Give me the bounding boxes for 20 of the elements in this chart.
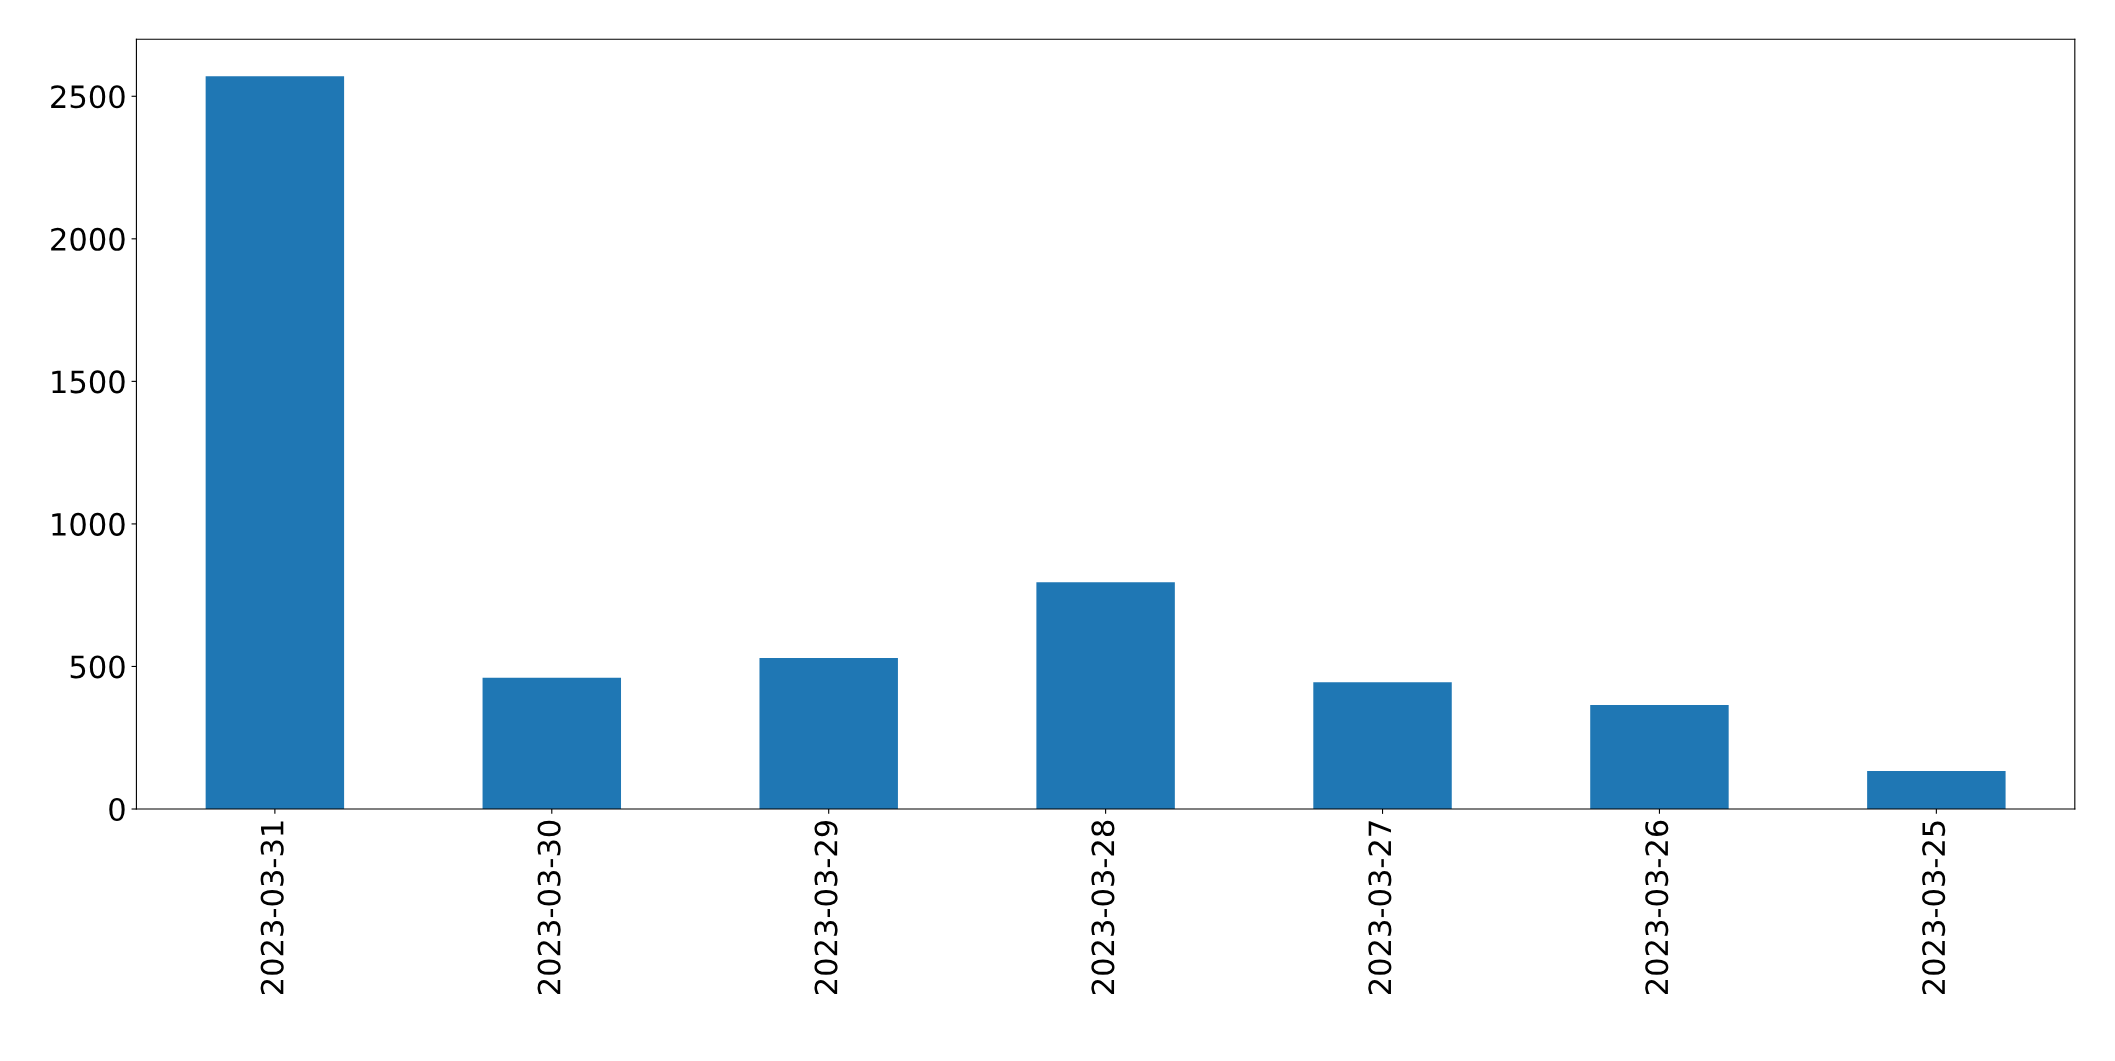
x-tick-label: 2023-03-31 — [260, 821, 284, 995]
bar — [1313, 682, 1452, 810]
bar — [482, 677, 622, 810]
x-tick-label: 2023-03-27 — [1368, 821, 1392, 995]
x-tick-label: 2023-03-25 — [1922, 821, 1946, 995]
y-tick-label: 500 — [70, 655, 125, 679]
x-tick-label: 2023-03-30 — [537, 820, 561, 995]
bar — [759, 657, 898, 810]
x-tick-label: 2023-03-29 — [814, 820, 838, 995]
bar — [1590, 704, 1729, 810]
x-tick-label: 2023-03-28 — [1091, 820, 1115, 995]
bar — [1036, 582, 1175, 810]
y-tick-label: 1000 — [52, 512, 125, 536]
y-tick-label: 0 — [109, 797, 125, 822]
y-tick-label: 2000 — [51, 227, 125, 251]
x-tick-label: 2023-03-26 — [1645, 820, 1669, 995]
bar — [1867, 771, 2006, 810]
y-tick-label: 1500 — [52, 370, 125, 394]
bar — [205, 76, 345, 810]
y-tick-label: 2500 — [51, 85, 125, 109]
